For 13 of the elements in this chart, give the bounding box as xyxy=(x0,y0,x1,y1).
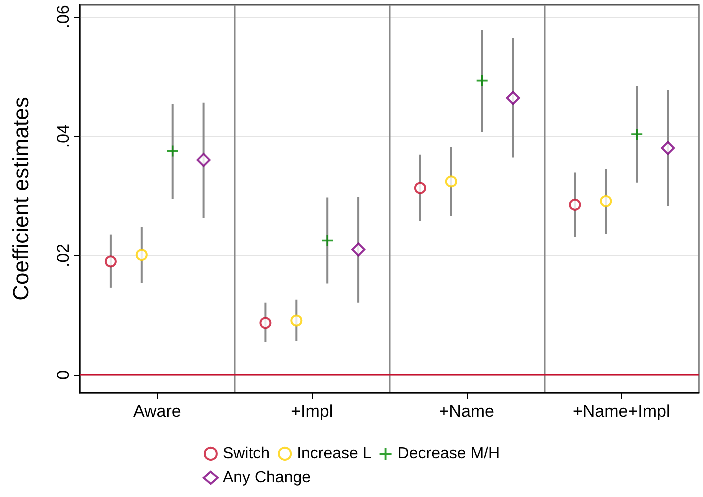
y-tick-label: .06 xyxy=(54,5,73,29)
legend-label: Any Change xyxy=(222,470,312,486)
x-tick-label: +Name xyxy=(439,402,495,421)
legend-label: Switch xyxy=(222,446,270,462)
y-tick-label: 0 xyxy=(54,370,73,380)
x-tick-label: +Impl xyxy=(291,402,334,421)
y-tick-label: .04 xyxy=(54,124,73,148)
x-tick-label: +Name+Impl xyxy=(572,402,670,421)
y-tick-label: .02 xyxy=(54,244,73,268)
legend-label: Increase L xyxy=(297,446,372,462)
legend-label: Decrease M/H xyxy=(398,446,500,462)
y-axis-title: Coefficient estimates xyxy=(8,97,34,301)
x-tick-label: Aware xyxy=(133,402,182,421)
